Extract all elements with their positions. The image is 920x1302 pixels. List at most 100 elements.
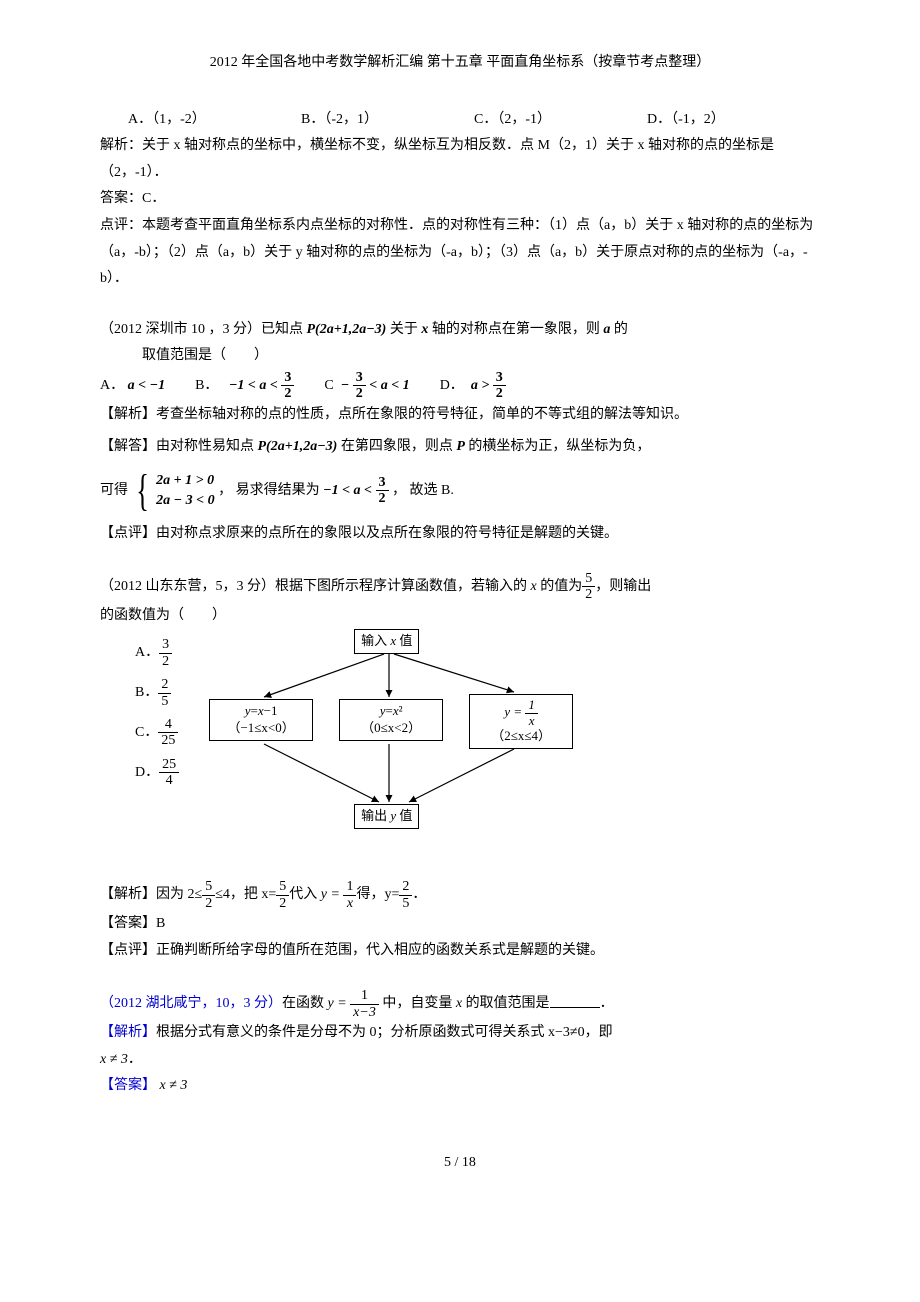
q2-stem-line2: 取值范围是（ ） bbox=[100, 343, 820, 370]
q2-opt-b-lbl: B． bbox=[195, 378, 218, 393]
q4-stem: （2012 湖北咸宁，10，3 分）在函数 y = 1x−3 中，自变量 x 的… bbox=[100, 988, 820, 1020]
q3-d-lbl: D． bbox=[135, 765, 159, 780]
q2-stem-text1: （2012 深圳市 10 ，3 分）已知点 bbox=[100, 322, 307, 337]
q3-stem-t3: ，则输出 bbox=[595, 579, 651, 594]
q3-c-lbl: C． bbox=[135, 725, 158, 740]
q2-solve-t2: 在第四象限，则点 bbox=[337, 439, 456, 454]
q2-res-den: 2 bbox=[376, 491, 389, 506]
q2-opt-c-m2: < a < 1 bbox=[366, 378, 410, 393]
q3-stem-l2: 的函数值为（ ） bbox=[100, 603, 820, 630]
q2-stem: （2012 深圳市 10 ，3 分）已知点 P(2a+1,2a−3) 关于 x … bbox=[100, 317, 820, 344]
q3-an-5: ． bbox=[412, 888, 426, 903]
brace-icon: { bbox=[136, 471, 149, 511]
q4-stem-t5: ． bbox=[600, 997, 614, 1012]
blank-underline bbox=[550, 993, 600, 1008]
q3-c-den: 25 bbox=[158, 733, 178, 748]
q3-an-4: 得，y= bbox=[356, 888, 399, 903]
q3-opt-b: B．25 bbox=[135, 677, 179, 709]
q3-in-den: 2 bbox=[582, 587, 595, 602]
q2-sys-post1: ， 易求得结果为 bbox=[218, 483, 320, 498]
q2-solve-pvar: P bbox=[456, 439, 465, 454]
q2-system: 可得 { 2a + 1 > 0 2a − 3 < 0 ， 易求得结果为 −1 <… bbox=[100, 471, 820, 511]
q3-an-n4: 2 bbox=[399, 879, 412, 895]
q2-opt-b-num: 3 bbox=[281, 370, 294, 386]
q2-solve-point: P(2a+1,2a−3) bbox=[258, 439, 338, 454]
q2-stem-text3: 轴的对称点在第一象限，则 bbox=[428, 322, 603, 337]
q2-opt-c-lbl: C bbox=[324, 378, 333, 393]
q3-comment: 【点评】正确判断所给字母的值所在范围，代入相应的函数关系式是解题的关键。 bbox=[100, 938, 820, 965]
q1-analysis: 解析：关于 x 轴对称点的坐标中，横坐标不变，纵坐标互为相反数．点 M（2，1）… bbox=[100, 133, 820, 186]
q2-opt-b-den: 2 bbox=[281, 386, 294, 401]
q2-sys-l1: 2a + 1 > 0 bbox=[156, 471, 214, 491]
q1-answer: 答案：C． bbox=[100, 186, 820, 213]
flow-arrows-icon bbox=[209, 629, 569, 839]
q4-stem-t4: 的取值范围是 bbox=[462, 997, 550, 1012]
q4-ans-math: x ≠ 3 bbox=[160, 1078, 188, 1093]
q3-opt-a: A．32 bbox=[135, 637, 179, 669]
q2-opt-c-den: 2 bbox=[353, 386, 366, 401]
q3-a-num: 3 bbox=[159, 637, 172, 653]
q3-b-num: 2 bbox=[158, 677, 171, 693]
q3-opt-d: D．254 bbox=[135, 757, 179, 789]
q1-opt-a: A．（1，-2） bbox=[128, 107, 301, 134]
q4-num: 1 bbox=[350, 988, 379, 1004]
q3-opt-c: C．425 bbox=[135, 717, 179, 749]
q2-solve-t3: 的横坐标为正，纵坐标为负， bbox=[465, 439, 651, 454]
q3-an-d1: 2 bbox=[202, 896, 215, 911]
q2-opt-b: B． −1 < a < 32 bbox=[195, 370, 294, 402]
q2-analysis: 【解析】考查坐标轴对称的点的性质，点所在象限的符号特征，简单的不等式组的解法等知… bbox=[100, 402, 820, 429]
q3-an-1: 因为 2≤ bbox=[156, 888, 202, 903]
q2-stem-text4: 的 bbox=[610, 322, 628, 337]
flowchart: 输入 x 值 y=x−1 （−1≤x<0） y=x² （0≤x<2） y = 1… bbox=[209, 629, 569, 879]
q4-stem-t2: 在函数 bbox=[282, 997, 328, 1012]
q3-an-n3: 1 bbox=[343, 879, 356, 895]
q3-an-d3: x bbox=[343, 896, 356, 911]
q2-sys-post2: ， 故选 B. bbox=[392, 483, 454, 498]
q4-answer: 【答案】 x ≠ 3 bbox=[100, 1073, 820, 1100]
q4-y: y = bbox=[328, 997, 351, 1012]
q4-den: x−3 bbox=[350, 1005, 379, 1020]
q3-in-num: 5 bbox=[582, 571, 595, 587]
q3-stem-t1: （2012 山东东营，5，3 分）根据下图所示程序计算函数值，若输入的 bbox=[100, 579, 531, 594]
q3-a-den: 2 bbox=[159, 654, 172, 669]
q2-opt-d: D． a > 32 bbox=[440, 370, 506, 402]
q2-res-num: 3 bbox=[376, 475, 389, 491]
q4-ne-dot: ． bbox=[128, 1052, 142, 1067]
q2-opt-c: C − 32 < a < 1 bbox=[324, 370, 409, 402]
q1-opt-c: C．（2，-1） bbox=[474, 107, 647, 134]
q2-opt-b-m1: −1 < a < bbox=[229, 378, 281, 393]
q2-solve: 【解答】由对称性易知点 P(2a+1,2a−3) 在第四象限，则点 P 的横坐标… bbox=[100, 434, 820, 461]
q3-an-n2: 5 bbox=[276, 879, 289, 895]
q4-an-lbl: 【解析】 bbox=[100, 1025, 156, 1040]
q3-options: A．32 B．25 C．425 D．254 bbox=[100, 629, 179, 796]
page-header: 2012 年全国各地中考数学解析汇编 第十五章 平面直角坐标系（按章节考点整理） bbox=[100, 50, 820, 77]
q3-an-2: ≤4，把 x= bbox=[215, 888, 276, 903]
q2-opt-d-den: 2 bbox=[493, 386, 506, 401]
q4-ans-lbl: 【答案】 bbox=[100, 1078, 156, 1093]
q3-answer: 【答案】B bbox=[100, 911, 820, 938]
q2-opt-d-m1: a > bbox=[471, 378, 493, 393]
q3-a-lbl: A． bbox=[135, 646, 159, 661]
q2-opt-d-num: 3 bbox=[493, 370, 506, 386]
q3-an-d4: 5 bbox=[399, 896, 412, 911]
q2-opt-d-lbl: D． bbox=[440, 378, 464, 393]
q2-comment: 【点评】由对称点求原来的点所在的象限以及点所在象限的符号特征是解题的关键。 bbox=[100, 521, 820, 548]
q2-res-m1: −1 < a < bbox=[323, 483, 375, 498]
q3-an-lbl: 【解析】 bbox=[100, 888, 156, 903]
q2-solve-t1: 【解答】由对称性易知点 bbox=[100, 439, 258, 454]
q4-analysis: 【解析】根据分式有意义的条件是分母不为 0；分析原函数式可得关系式 x−3≠0，… bbox=[100, 1020, 820, 1047]
q4-an-text: 根据分式有意义的条件是分母不为 0；分析原函数式可得关系式 x−3≠0，即 bbox=[156, 1025, 613, 1040]
q3-d-num: 25 bbox=[159, 757, 179, 773]
q1-opt-b: B．（-2，1） bbox=[301, 107, 474, 134]
q2-sys-pre: 可得 bbox=[100, 483, 128, 498]
q3-d-den: 4 bbox=[159, 773, 179, 788]
page-footer: 5 / 18 bbox=[100, 1150, 820, 1177]
q4-ne: x ≠ 3． bbox=[100, 1047, 820, 1074]
q3-stem: （2012 山东东营，5，3 分）根据下图所示程序计算函数值，若输入的 x 的值… bbox=[100, 571, 820, 603]
q2-point: P(2a+1,2a−3) bbox=[307, 322, 387, 337]
q2-opt-a-math: a < −1 bbox=[128, 378, 165, 393]
q4-stem-t3: 中，自变量 bbox=[379, 997, 456, 1012]
q3-body: A．32 B．25 C．425 D．254 输入 x 值 y=x−1 （−1≤x… bbox=[100, 629, 820, 879]
q3-analysis: 【解析】因为 2≤52≤4，把 x=52代入 y = 1x得，y=25． bbox=[100, 879, 820, 911]
q3-an-n1: 5 bbox=[202, 879, 215, 895]
